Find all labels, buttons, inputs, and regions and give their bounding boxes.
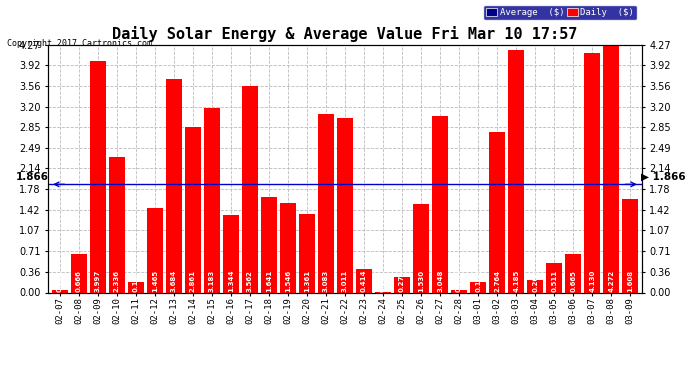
Bar	[299, 214, 315, 292]
Bar	[413, 204, 429, 292]
Text: 0.511: 0.511	[551, 270, 558, 292]
Text: ▶ 1.866: ▶ 1.866	[641, 172, 685, 182]
Text: 3.183: 3.183	[209, 270, 215, 292]
Text: 1.344: 1.344	[228, 269, 234, 292]
Bar	[527, 280, 543, 292]
Text: 3.997: 3.997	[95, 270, 101, 292]
Text: 2.861: 2.861	[190, 270, 196, 292]
Text: 0.186: 0.186	[475, 270, 481, 292]
Text: 0.274: 0.274	[399, 270, 405, 292]
Bar	[52, 290, 68, 292]
Text: 3.011: 3.011	[342, 270, 348, 292]
Text: 3.083: 3.083	[323, 270, 329, 292]
Bar	[241, 86, 258, 292]
Text: 3.562: 3.562	[247, 270, 253, 292]
Text: 4.130: 4.130	[589, 270, 595, 292]
Text: 4.272: 4.272	[609, 270, 614, 292]
Text: 0.208: 0.208	[532, 270, 538, 292]
Text: 0.051: 0.051	[57, 270, 63, 292]
Legend: Average  ($), Daily  ($): Average ($), Daily ($)	[483, 5, 637, 20]
Bar	[166, 79, 182, 292]
Bar	[451, 290, 467, 292]
Title: Daily Solar Energy & Average Value Fri Mar 10 17:57: Daily Solar Energy & Average Value Fri M…	[112, 27, 578, 42]
Text: 2.764: 2.764	[494, 270, 500, 292]
Bar	[223, 214, 239, 292]
Text: 0.666: 0.666	[76, 270, 81, 292]
Text: 2.336: 2.336	[114, 270, 120, 292]
Text: 1.546: 1.546	[285, 270, 291, 292]
Bar	[90, 61, 106, 292]
Bar	[204, 108, 220, 292]
Bar	[147, 208, 163, 292]
Bar	[489, 132, 505, 292]
Text: 0.011: 0.011	[380, 270, 386, 292]
Bar	[261, 197, 277, 292]
Bar	[432, 116, 448, 292]
Bar	[356, 268, 372, 292]
Bar	[622, 199, 638, 292]
Bar	[584, 53, 600, 292]
Text: 1.641: 1.641	[266, 270, 272, 292]
Bar	[185, 127, 201, 292]
Bar	[565, 254, 581, 292]
Bar	[109, 157, 125, 292]
Bar	[546, 263, 562, 292]
Text: 3.684: 3.684	[171, 270, 177, 292]
Bar	[70, 254, 87, 292]
Text: 0.414: 0.414	[361, 269, 367, 292]
Text: 4.185: 4.185	[513, 270, 519, 292]
Bar	[318, 114, 334, 292]
Text: 1.530: 1.530	[418, 270, 424, 292]
Bar	[337, 118, 353, 292]
Bar	[128, 282, 144, 292]
Bar	[394, 277, 410, 292]
Text: 1.465: 1.465	[152, 270, 158, 292]
Text: Copyright 2017 Cartronics.com: Copyright 2017 Cartronics.com	[7, 39, 152, 48]
Text: 1.361: 1.361	[304, 270, 310, 292]
Text: 0.044: 0.044	[456, 269, 462, 292]
Text: 1.866: 1.866	[17, 172, 49, 182]
Text: 3.048: 3.048	[437, 270, 443, 292]
Bar	[470, 282, 486, 292]
Text: 0.665: 0.665	[570, 270, 576, 292]
Bar	[508, 50, 524, 292]
Bar	[603, 45, 620, 292]
Text: 0.187: 0.187	[132, 270, 139, 292]
Bar	[280, 203, 296, 292]
Text: 1.608: 1.608	[627, 270, 633, 292]
